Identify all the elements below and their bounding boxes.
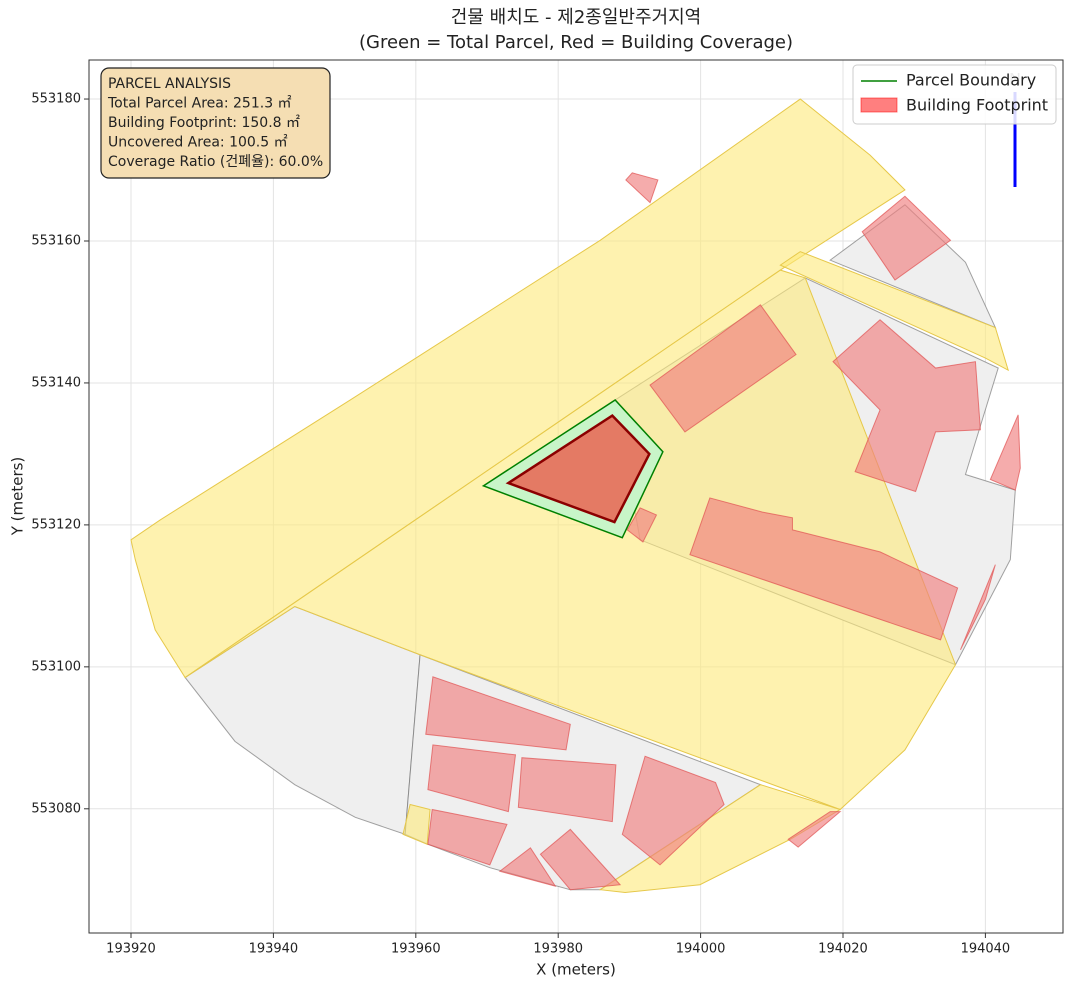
x-tick-label: 193920 [106,942,156,957]
building [989,414,1021,491]
building [427,808,508,866]
y-tick-label: 553140 [31,375,81,390]
y-tick-label: 553120 [31,517,81,532]
chart-subtitle: (Green = Total Parcel, Red = Building Co… [359,32,793,53]
x-tick-label: 193940 [249,942,299,957]
building [960,564,996,651]
building [427,744,517,813]
y-tick-label: 553180 [31,92,81,107]
building [832,319,981,493]
annotation-line: Building Footprint: 150.8 ㎡ [108,115,300,131]
legend-label: Building Footprint [906,96,1048,115]
building [689,497,959,641]
plot-area [89,60,1063,933]
y-axis-label: Y (meters) [9,457,27,537]
x-tick-label: 194020 [818,942,868,957]
y-tick-label: 553100 [31,659,81,674]
x-tick-label: 194000 [676,942,726,957]
building [625,172,659,204]
x-axis-label: X (meters) [536,961,616,979]
y-tick-label: 553160 [31,233,81,248]
x-tick-label: 193960 [391,942,441,957]
road [130,98,906,679]
y-tick-label: 553080 [31,801,81,816]
road [184,269,957,811]
legend-swatch [860,97,898,113]
x-tick-label: 193980 [533,942,583,957]
annotation-line: Total Parcel Area: 251.3 ㎡ [107,96,292,112]
building [626,507,658,543]
x-tick-label: 194040 [961,942,1011,957]
building [425,676,571,751]
road [779,251,1010,372]
chart-title: 건물 배치도 - 제2종일반주거지역 [451,7,701,28]
target-building [505,413,651,524]
building [649,304,797,433]
building [517,757,617,823]
legend-label: Parcel Boundary [906,71,1036,90]
building [621,755,725,866]
building [861,195,952,281]
road [598,784,842,894]
building [787,811,842,848]
road [402,803,431,846]
annotation-line: Uncovered Area: 100.5 ㎡ [108,135,288,151]
building [539,828,622,891]
annotation-line: PARCEL ANALYSIS [108,76,231,92]
annotation-line: Coverage Ratio (건폐율): 60.0% [108,154,323,170]
building [498,847,557,887]
plot-frame [88,59,1064,934]
annotation-box [100,67,331,179]
legend-box [852,64,1057,125]
